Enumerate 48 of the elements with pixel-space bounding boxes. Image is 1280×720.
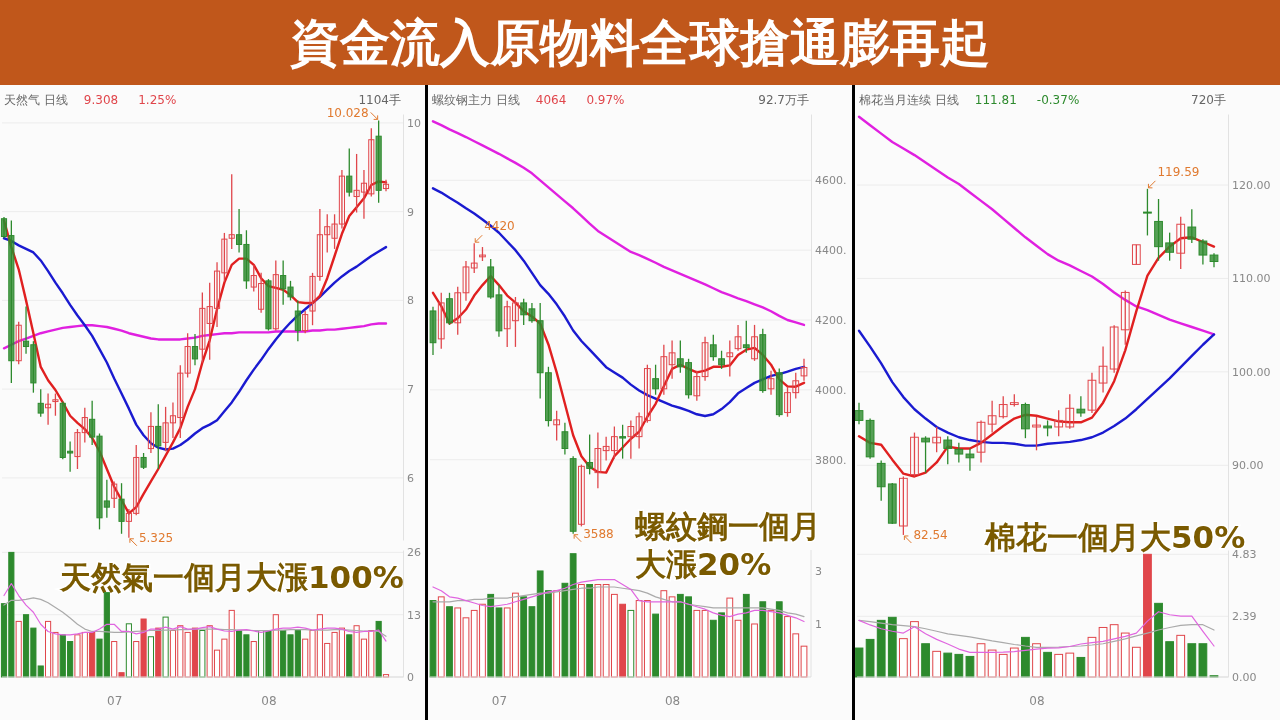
y-tick-label: 4600.	[815, 174, 847, 188]
text: 1	[815, 617, 822, 631]
y-tick-label: 26	[407, 546, 421, 560]
y-tick-label: 0.00	[1232, 671, 1257, 685]
y-tick-label: 9	[407, 205, 414, 219]
y-tick-label: 100.00	[1232, 365, 1271, 379]
text: 9.308	[83, 93, 119, 107]
text: 1.25%	[138, 93, 177, 107]
y-tick-label: 8	[407, 294, 414, 308]
y-tick-label: 4400.	[815, 244, 847, 258]
y-tick-label: 4200.	[815, 314, 847, 328]
y-tick-label: 110.00	[1232, 272, 1271, 286]
text: 螺纹钢主力 日线	[432, 93, 520, 107]
annotation: 119.59	[1157, 164, 1200, 179]
x-tick-label: 08	[664, 693, 681, 708]
y-tick-label: 3800.	[815, 453, 847, 467]
text: 111.81	[974, 93, 1017, 107]
text: 92.7万手	[758, 93, 809, 107]
annotation: 天然氣一個月大漲100%	[59, 559, 404, 595]
annotation: 螺紋鋼一個月	[634, 508, 821, 544]
text: 720手	[1191, 93, 1226, 107]
y-tick-label: 10	[407, 116, 421, 130]
y-tick-label: 7	[407, 383, 414, 397]
y-tick-label: 0	[407, 671, 414, 685]
text: 3	[815, 564, 822, 578]
text: 0.97%	[586, 93, 625, 107]
annotation: 5.325	[138, 530, 174, 545]
text: 天然气 日线	[4, 93, 68, 107]
text: 4064	[535, 93, 567, 107]
x-tick-label: 08	[1029, 693, 1045, 708]
y-tick-label: 2.39	[1232, 610, 1257, 624]
y-tick-label: 13	[407, 608, 421, 622]
y-tick-label: 90.00	[1232, 459, 1264, 473]
x-tick-label: 08	[261, 693, 277, 708]
text: -0.37%	[1036, 93, 1080, 107]
text: 1104手	[358, 93, 401, 107]
y-tick-label: 120.00	[1232, 179, 1271, 193]
annotation: 3588	[583, 526, 614, 541]
annotation: 10.028	[326, 106, 369, 121]
y-tick-label: 6	[407, 471, 414, 485]
y-tick-label: 4.83	[1232, 548, 1257, 562]
annotation: 大漲20%	[635, 546, 772, 582]
y-tick-label: 4000.	[815, 383, 847, 397]
annotation: 82.54	[913, 527, 948, 542]
x-tick-label: 07	[107, 693, 123, 708]
text: 棉花当月连续 日线	[859, 93, 959, 107]
x-tick-label: 07	[491, 693, 508, 708]
text: 資金流入原物料全球搶通膨再起	[290, 14, 990, 72]
